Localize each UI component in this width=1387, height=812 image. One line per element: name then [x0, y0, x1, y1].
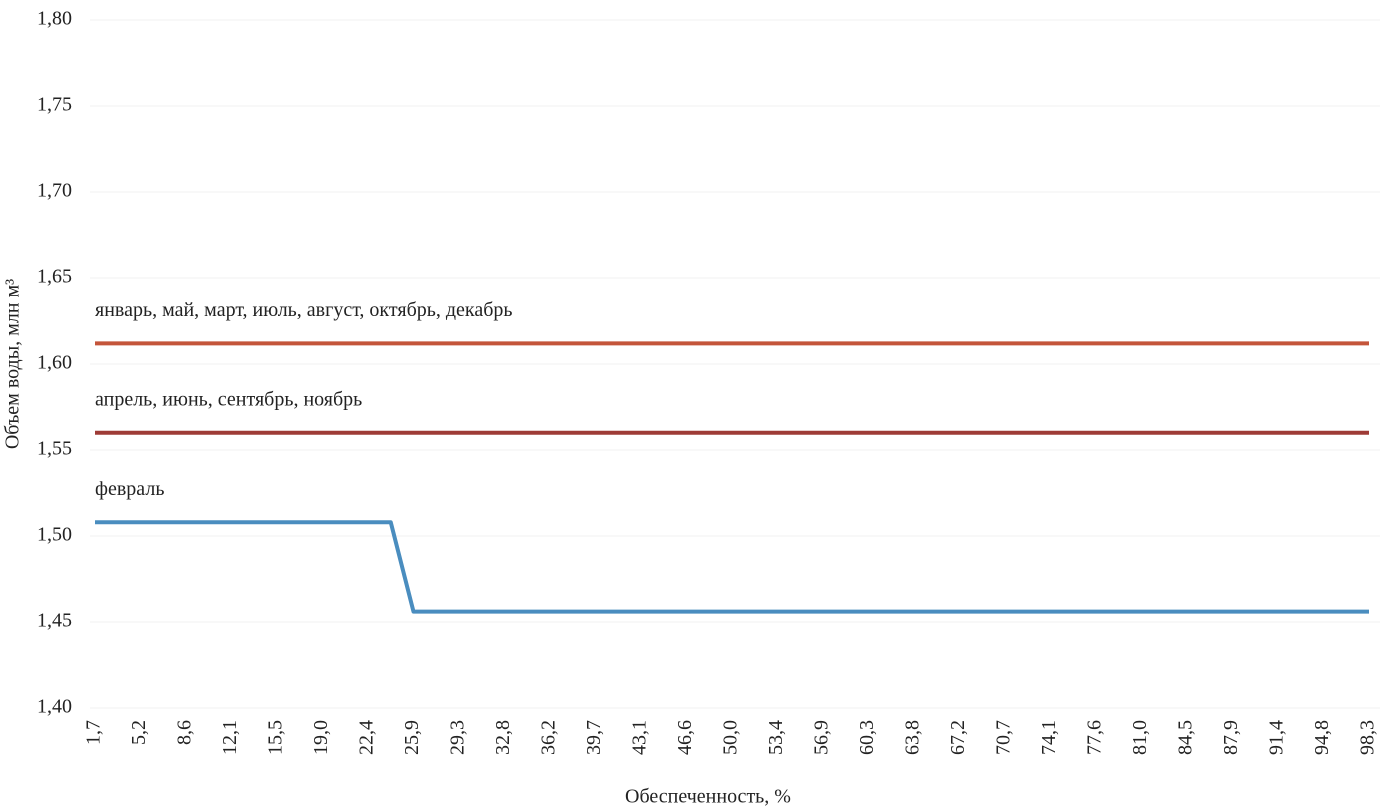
- x-tick-label: 53,4: [765, 720, 787, 755]
- y-axis-label: Объем воды, млн м³: [2, 279, 24, 449]
- x-tick-label: 36,2: [538, 720, 560, 755]
- x-tick-label: 81,0: [1129, 720, 1151, 755]
- x-tick-label: 46,6: [674, 720, 696, 755]
- x-tick-label: 70,7: [993, 720, 1015, 755]
- x-tick-label: 25,9: [401, 720, 423, 755]
- x-tick-label: 50,0: [720, 720, 742, 755]
- y-tick-label: 1,65: [37, 266, 72, 288]
- x-tick-label: 12,1: [219, 720, 241, 755]
- x-tick-label: 32,8: [492, 720, 514, 755]
- x-tick-label: 67,2: [947, 720, 969, 755]
- x-tick-label: 1,7: [83, 720, 105, 745]
- y-tick-label: 1,55: [37, 438, 72, 460]
- x-tick-label: 5,2: [128, 720, 150, 745]
- x-tick-label: 39,7: [583, 720, 605, 755]
- x-tick-label: 87,9: [1220, 720, 1242, 755]
- series-label: февраль: [95, 478, 164, 500]
- y-tick-label: 1,45: [37, 610, 72, 632]
- y-tick-label: 1,75: [37, 94, 72, 116]
- y-tick-label: 1,50: [37, 524, 72, 546]
- y-tick-label: 1,80: [37, 8, 72, 30]
- x-axis-label: Обеспеченность, %: [625, 786, 791, 808]
- x-tick-label: 91,4: [1266, 720, 1288, 755]
- x-tick-label: 56,9: [811, 720, 833, 755]
- series-label: апрель, июнь, сентябрь, ноябрь: [95, 388, 362, 410]
- series-label: январь, май, март, июль, август, октябрь…: [95, 299, 513, 321]
- x-tick-label: 74,1: [1038, 720, 1060, 755]
- y-tick-label: 1,60: [37, 352, 72, 374]
- x-tick-label: 63,8: [902, 720, 924, 755]
- y-tick-label: 1,70: [37, 180, 72, 202]
- x-tick-label: 29,3: [447, 720, 469, 755]
- x-tick-label: 15,5: [265, 720, 287, 755]
- x-tick-label: 43,1: [629, 720, 651, 755]
- x-tick-label: 22,4: [356, 720, 378, 755]
- x-tick-label: 84,5: [1175, 720, 1197, 755]
- x-tick-label: 94,8: [1311, 720, 1333, 755]
- x-tick-label: 8,6: [174, 720, 196, 745]
- x-tick-label: 19,0: [310, 720, 332, 755]
- y-tick-label: 1,40: [37, 696, 72, 718]
- series-line: [95, 520, 1369, 614]
- x-tick-label: 98,3: [1357, 720, 1379, 755]
- x-tick-label: 77,6: [1084, 720, 1106, 755]
- x-tick-label: 60,3: [856, 720, 878, 755]
